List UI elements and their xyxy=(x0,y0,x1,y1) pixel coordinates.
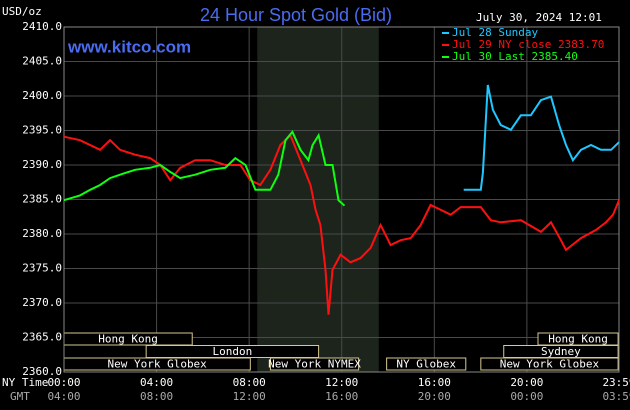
x2-tick-label: 03:59 xyxy=(602,390,630,403)
x2-tick-label: 12:00 xyxy=(233,390,266,403)
x2-tick-label: 08:00 xyxy=(140,390,173,403)
x2-row-label: GMT xyxy=(10,390,30,403)
y-tick-label: 2405.0 xyxy=(22,55,62,68)
y-tick-label: 2410.0 xyxy=(22,20,62,33)
session-label: NY Globex xyxy=(396,358,456,371)
y-tick-label: 2385.0 xyxy=(22,193,62,206)
session-label: Hong Kong xyxy=(98,333,158,346)
legend-label: Jul 30 Last 2385.40 xyxy=(452,50,578,63)
y-tick-label: 2400.0 xyxy=(22,89,62,102)
y-axis-label: USD/oz xyxy=(2,5,42,18)
y-tick-label: 2395.0 xyxy=(22,124,62,137)
x-tick-label: 00:00 xyxy=(47,376,80,389)
y-tick-label: 2370.0 xyxy=(22,296,62,309)
x-tick-label: 20:00 xyxy=(510,376,543,389)
x-tick-label: 12:00 xyxy=(325,376,358,389)
x2-tick-label: 00:00 xyxy=(510,390,543,403)
x-tick-label: 16:00 xyxy=(418,376,451,389)
session-label: London xyxy=(212,345,252,358)
session-label: Hong Kong xyxy=(548,333,608,346)
y-tick-label: 2360.0 xyxy=(22,365,62,378)
y-tick-label: 2380.0 xyxy=(22,227,62,240)
session-box xyxy=(480,357,619,371)
legend-label: Jul 28 Sunday xyxy=(452,26,538,39)
session-box xyxy=(386,357,467,371)
chart-title: 24 Hour Spot Gold (Bid) xyxy=(200,5,392,25)
timestamp: July 30, 2024 12:01 xyxy=(476,11,602,24)
x-tick-label: 23:59 xyxy=(602,376,630,389)
y-tick-label: 2365.0 xyxy=(22,331,62,344)
x-tick-label: 04:00 xyxy=(140,376,173,389)
y-tick-label: 2375.0 xyxy=(22,262,62,275)
series-line xyxy=(463,84,620,191)
x2-tick-label: 20:00 xyxy=(418,390,451,403)
session-label: New York NYMEX xyxy=(268,358,361,371)
x2-tick-label: 04:00 xyxy=(47,390,80,403)
legend-label: Jul 29 NY close 2383.70 xyxy=(452,38,604,51)
session-label: New York Globex xyxy=(107,358,207,371)
y-tick-label: 2390.0 xyxy=(22,158,62,171)
session-label: New York Globex xyxy=(500,358,600,371)
session-label: Sydney xyxy=(541,345,581,358)
x-row-label: NY Time xyxy=(2,376,48,389)
x2-tick-label: 16:00 xyxy=(325,390,358,403)
site-label: www.kitco.com xyxy=(67,37,191,56)
x-tick-label: 08:00 xyxy=(233,376,266,389)
series-line xyxy=(63,130,346,207)
session-box xyxy=(269,357,360,371)
